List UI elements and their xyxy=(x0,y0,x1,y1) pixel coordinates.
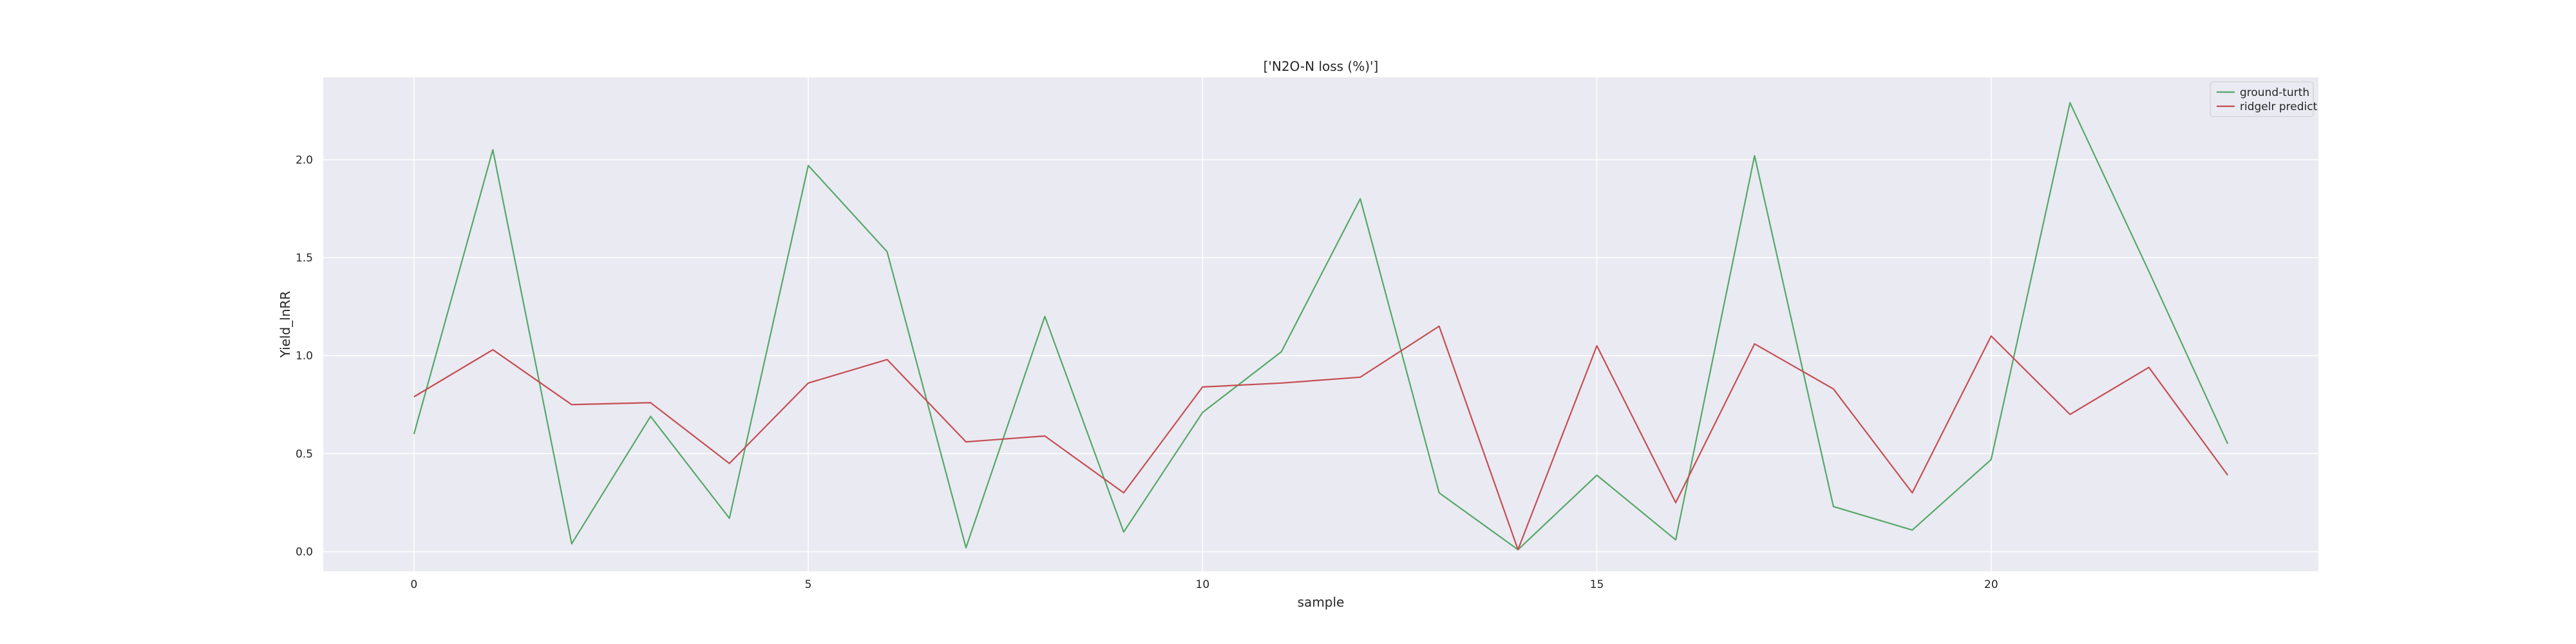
plot-area xyxy=(323,77,2318,571)
grid-lines xyxy=(323,77,2318,571)
legend-box xyxy=(2210,81,2314,117)
series-line-ground-turth xyxy=(413,102,2229,551)
x-tick-label: 15 xyxy=(1590,578,1604,591)
y-tick-label: 2.0 xyxy=(296,154,313,167)
y-axis-label: Yield_lnRR xyxy=(278,291,293,359)
y-tick-labels: 0.0 0.5 1.0 1.5 2.0 xyxy=(296,154,313,559)
x-axis-label: sample xyxy=(1298,594,1345,610)
series-lines xyxy=(413,102,2229,551)
legend: ground-turth ridgelr predict xyxy=(2210,81,2318,117)
x-tick-label: 0 xyxy=(410,578,417,591)
x-tick-label: 10 xyxy=(1196,578,1210,591)
x-tick-label: 5 xyxy=(805,578,812,591)
y-tick-label: 0.5 xyxy=(296,448,313,460)
x-tick-labels: 0 5 10 15 20 xyxy=(410,578,1998,591)
series-line-ridgelr-predict xyxy=(413,325,2229,551)
legend-label-ridgelr-predict: ridgelr predict xyxy=(2240,100,2318,113)
x-tick-label: 20 xyxy=(1984,578,1998,591)
y-tick-label: 0.0 xyxy=(296,546,313,559)
chart-title: ['N2O-N loss (%)'] xyxy=(1264,59,1379,74)
y-tick-label: 1.0 xyxy=(296,350,313,363)
legend-label-ground-turth: ground-turth xyxy=(2240,86,2309,99)
y-tick-label: 1.5 xyxy=(296,252,313,265)
